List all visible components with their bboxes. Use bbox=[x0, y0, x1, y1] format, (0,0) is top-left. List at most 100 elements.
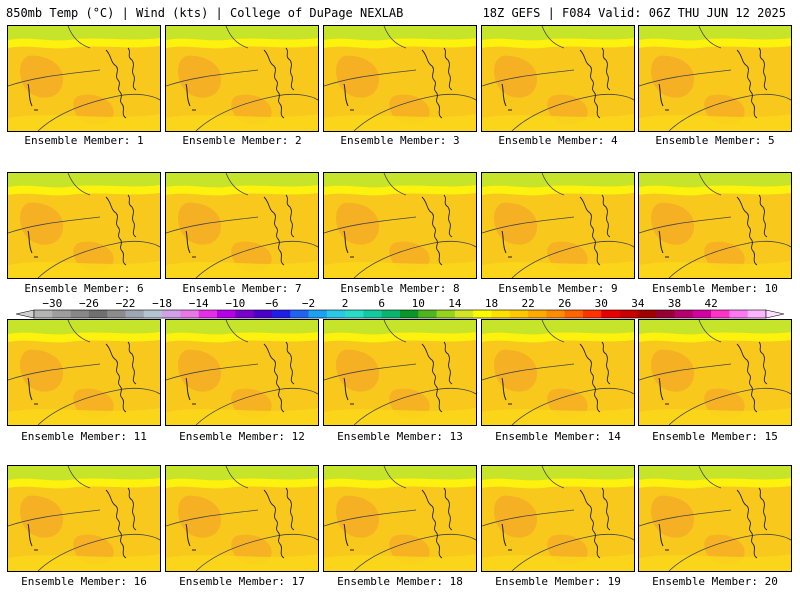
temperature-map bbox=[8, 466, 160, 571]
ensemble-member-map bbox=[481, 25, 635, 132]
ensemble-member-label: Ensemble Member: 1 bbox=[24, 134, 144, 147]
temperature-map bbox=[639, 320, 791, 425]
colorbar-swatch bbox=[583, 310, 602, 318]
colorbar-swatch bbox=[729, 310, 748, 318]
colorbar-swatch bbox=[198, 310, 218, 318]
colorbar-tick-label: 38 bbox=[668, 297, 681, 310]
temperature-map bbox=[482, 320, 634, 425]
run-valid-time: 18Z GEFS | F084 Valid: 06Z THU JUN 12 20… bbox=[482, 6, 786, 20]
colorbar-swatch bbox=[546, 310, 565, 318]
ensemble-member-map bbox=[165, 25, 319, 132]
colorbar-swatch bbox=[473, 310, 492, 318]
temperature-map bbox=[8, 173, 160, 278]
colorbar-swatch bbox=[235, 310, 254, 318]
colorbar-swatch bbox=[217, 310, 236, 318]
temperature-map bbox=[166, 320, 318, 425]
temperature-map bbox=[639, 173, 791, 278]
colorbar-swatch bbox=[253, 310, 273, 318]
ensemble-member-label: Ensemble Member: 18 bbox=[337, 575, 463, 588]
temperature-map bbox=[482, 26, 634, 131]
ensemble-member-map bbox=[7, 319, 161, 426]
ensemble-member-label: Ensemble Member: 9 bbox=[498, 282, 618, 295]
colorbar-swatch bbox=[454, 310, 474, 318]
temperature-map bbox=[639, 466, 791, 571]
ensemble-member-label: Ensemble Member: 13 bbox=[337, 430, 463, 443]
colorbar-swatch bbox=[70, 310, 90, 318]
temperature-map bbox=[324, 320, 476, 425]
ensemble-member-map bbox=[638, 319, 792, 426]
temperature-map bbox=[482, 173, 634, 278]
ensemble-member-map bbox=[481, 319, 635, 426]
colorbar-swatch bbox=[674, 310, 694, 318]
ensemble-member-label: Ensemble Member: 4 bbox=[498, 134, 618, 147]
ensemble-member-map bbox=[323, 465, 477, 572]
colorbar-swatch bbox=[162, 310, 181, 318]
colorbar-swatch bbox=[125, 310, 145, 318]
colorbar-swatch bbox=[747, 310, 767, 318]
colorbar-tick-label: 2 bbox=[342, 297, 349, 310]
ensemble-member-map bbox=[7, 465, 161, 572]
temperature-map bbox=[324, 173, 476, 278]
colorbar-swatch bbox=[637, 310, 657, 318]
colorbar-tick-label: 6 bbox=[378, 297, 385, 310]
colorbar-swatch bbox=[363, 310, 382, 318]
temperature-map bbox=[324, 26, 476, 131]
ensemble-member-map bbox=[481, 172, 635, 279]
colorbar-tick-label: 22 bbox=[521, 297, 534, 310]
colorbar-swatch bbox=[34, 310, 53, 318]
colorbar-swatch bbox=[143, 310, 163, 318]
temperature-map bbox=[166, 466, 318, 571]
colorbar-tick-label: −10 bbox=[225, 297, 245, 310]
colorbar-tick-label: 34 bbox=[631, 297, 645, 310]
colorbar-min-arrow bbox=[15, 309, 35, 319]
colorbar-tick-label: −30 bbox=[42, 297, 62, 310]
ensemble-member-label: Ensemble Member: 17 bbox=[179, 575, 305, 588]
ensemble-member-map bbox=[323, 319, 477, 426]
colorbar-swatch bbox=[107, 310, 126, 318]
colorbar-swatch bbox=[656, 310, 675, 318]
colorbar-swatch bbox=[601, 310, 620, 318]
ensemble-member-label: Ensemble Member: 19 bbox=[495, 575, 621, 588]
ensemble-member-map bbox=[165, 319, 319, 426]
ensemble-member-label: Ensemble Member: 10 bbox=[652, 282, 778, 295]
colorbar-swatch bbox=[711, 310, 730, 318]
colorbar-swatch bbox=[180, 310, 199, 318]
ensemble-member-label: Ensemble Member: 14 bbox=[495, 430, 621, 443]
colorbar-tick-label: −6 bbox=[265, 297, 278, 310]
ensemble-member-map bbox=[323, 172, 477, 279]
colorbar-tick-label: 18 bbox=[485, 297, 498, 310]
colorbar-tick-label: −22 bbox=[116, 297, 136, 310]
colorbar-swatch bbox=[400, 310, 419, 318]
ensemble-member-map bbox=[638, 25, 792, 132]
temperature-map bbox=[166, 26, 318, 131]
temperature-map bbox=[166, 173, 318, 278]
colorbar-tick-label: 42 bbox=[704, 297, 717, 310]
colorbar-swatch bbox=[418, 310, 437, 318]
ensemble-member-label: Ensemble Member: 3 bbox=[340, 134, 460, 147]
colorbar-swatch bbox=[381, 310, 401, 318]
colorbar-max-arrow bbox=[765, 309, 785, 319]
colorbar-swatch bbox=[528, 310, 547, 318]
colorbar-tick-label: 14 bbox=[448, 297, 462, 310]
ensemble-member-map bbox=[481, 465, 635, 572]
colorbar-swatch bbox=[308, 310, 328, 318]
ensemble-member-label: Ensemble Member: 20 bbox=[652, 575, 778, 588]
colorbar-swatch bbox=[290, 310, 309, 318]
temperature-map bbox=[482, 466, 634, 571]
colorbar-tick-label: 30 bbox=[595, 297, 608, 310]
ensemble-member-map bbox=[323, 25, 477, 132]
ensemble-member-map bbox=[638, 172, 792, 279]
ensemble-member-label: Ensemble Member: 16 bbox=[21, 575, 147, 588]
temperature-map bbox=[8, 26, 160, 131]
colorbar-tick-label: 10 bbox=[412, 297, 425, 310]
ensemble-member-label: Ensemble Member: 11 bbox=[21, 430, 147, 443]
colorbar-swatch bbox=[326, 310, 346, 318]
colorbar-swatch bbox=[692, 310, 712, 318]
colorbar-swatch bbox=[436, 310, 456, 318]
ensemble-member-label: Ensemble Member: 15 bbox=[652, 430, 778, 443]
ensemble-member-label: Ensemble Member: 7 bbox=[182, 282, 302, 295]
ensemble-member-label: Ensemble Member: 8 bbox=[340, 282, 460, 295]
colorbar-tick-label: −14 bbox=[189, 297, 209, 310]
temperature-map bbox=[639, 26, 791, 131]
chart-title: 850mb Temp (°C) | Wind (kts) | College o… bbox=[6, 6, 404, 20]
